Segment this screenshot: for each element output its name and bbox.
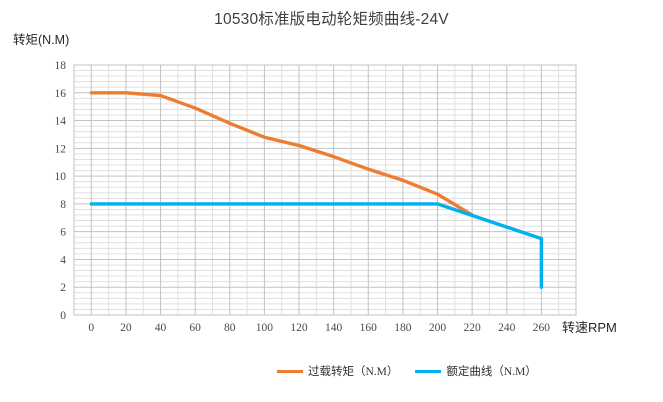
series-line-1 [89,202,544,289]
svg-text:8: 8 [60,199,66,211]
svg-text:2: 2 [60,282,66,294]
svg-text:18: 18 [55,60,67,72]
plot-border [73,64,577,316]
series-line-0 [89,91,474,217]
minor-gridlines [73,65,577,315]
svg-text:260: 260 [533,322,551,334]
svg-text:0: 0 [60,310,66,322]
x-tick-labels: 0 20 40 60 80 100 120 140 160 180 200 220 240 260 [88,322,550,334]
svg-text:200: 200 [429,322,447,334]
legend-item-overload-torque: 过载转矩（N.M） [277,363,398,379]
svg-text:100: 100 [256,322,274,334]
svg-text:120: 120 [290,322,308,334]
y-tick-labels: 0 2 4 6 8 10 12 14 16 18 [55,60,67,322]
svg-text:6: 6 [60,227,66,239]
legend-item-rated-curve: 额定曲线（N.M） [415,363,537,379]
svg-text:180: 180 [394,322,412,334]
legend-label-rated-curve: 额定曲线（N.M） [446,366,537,378]
x-axis-label: 转速RPM [562,320,617,335]
rated-curve-line-swatch-icon [415,369,442,373]
svg-text:160: 160 [360,322,378,334]
svg-text:14: 14 [55,116,67,128]
svg-text:10: 10 [55,171,67,183]
overload-torque-line-swatch-icon [277,369,303,373]
svg-text:4: 4 [60,254,66,266]
svg-text:80: 80 [224,322,236,334]
chart-title: 10530标准版电动轮矩频曲线-24V [214,11,449,28]
svg-text:40: 40 [155,322,167,334]
svg-text:240: 240 [498,322,516,334]
svg-text:0: 0 [88,322,94,334]
svg-text:12: 12 [55,143,67,155]
y-axis-label: 转矩(N.M) [13,33,70,47]
chart-legend: 过载转矩（N.M） 额定曲线（N.M） [277,363,554,379]
svg-text:20: 20 [120,322,132,334]
major-gridlines [74,64,576,316]
svg-text:220: 220 [464,322,482,334]
svg-text:140: 140 [325,322,343,334]
legend-label-overload-torque: 过载转矩（N.M） [308,366,399,378]
svg-text:16: 16 [55,88,67,100]
svg-text:60: 60 [189,322,201,334]
